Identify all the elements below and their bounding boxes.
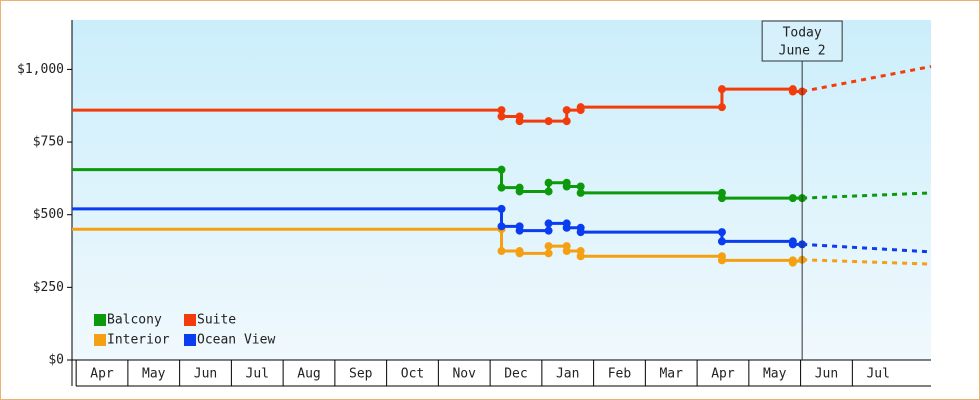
- y-tick-label: $500: [33, 207, 64, 222]
- legend-label: Interior: [107, 333, 170, 348]
- forecast-line: [802, 258, 932, 266]
- x-tick-label: Mar: [659, 367, 683, 382]
- x-tick-label: Jun: [815, 367, 838, 382]
- data-point: [497, 112, 506, 121]
- data-point: [544, 187, 553, 196]
- data-point: [717, 256, 726, 265]
- y-tick-label: $1,000: [17, 62, 64, 77]
- data-point: [576, 252, 585, 261]
- data-point: [576, 188, 585, 197]
- y-tick-label: $750: [33, 135, 64, 150]
- data-point: [515, 226, 524, 235]
- today-box: [761, 20, 843, 62]
- x-tick-label: Jan: [556, 367, 579, 382]
- data-point: [497, 165, 506, 174]
- data-point: [576, 182, 585, 191]
- data-point: [788, 258, 797, 267]
- data-point: [544, 249, 553, 258]
- today-label: Today: [783, 26, 822, 41]
- legend-label: Ocean View: [197, 333, 275, 348]
- data-point: [497, 222, 506, 231]
- x-tick-label: Oct: [401, 367, 424, 382]
- data-point: [544, 117, 553, 126]
- data-point: [562, 223, 571, 232]
- x-tick-label: Jul: [246, 367, 269, 382]
- data-point: [497, 106, 506, 115]
- legend-label: Balcony: [107, 313, 162, 328]
- data-point: [544, 242, 553, 251]
- today-label: June 2: [779, 44, 826, 59]
- x-tick-label: Dec: [504, 367, 527, 382]
- legend-swatch: [94, 334, 106, 346]
- x-tick-label: Apr: [711, 367, 735, 382]
- data-point: [497, 204, 506, 213]
- data-point: [576, 228, 585, 237]
- data-point: [717, 237, 726, 246]
- legend-swatch: [184, 334, 196, 346]
- data-point: [788, 240, 797, 249]
- data-point: [788, 194, 797, 203]
- x-tick-label: Aug: [297, 367, 320, 382]
- forecast-line: [802, 191, 932, 200]
- x-tick-label: Feb: [608, 367, 632, 382]
- x-tick-label: May: [763, 367, 787, 382]
- data-point: [576, 103, 585, 112]
- forecast-line: [801, 65, 932, 93]
- data-point: [544, 219, 553, 228]
- data-point: [717, 85, 726, 94]
- legend-label: Suite: [197, 313, 236, 328]
- data-point: [544, 178, 553, 187]
- y-tick-label: $250: [33, 280, 64, 295]
- data-point: [562, 182, 571, 191]
- data-point: [497, 183, 506, 192]
- x-tick-label: May: [142, 367, 166, 382]
- data-point: [562, 106, 571, 115]
- x-tick-label: Jul: [866, 367, 889, 382]
- data-point: [717, 194, 726, 203]
- legend-swatch: [94, 314, 106, 326]
- data-point: [717, 228, 726, 237]
- x-tick-label: Apr: [90, 367, 114, 382]
- data-point: [788, 87, 797, 96]
- data-point: [562, 247, 571, 256]
- data-point: [515, 249, 524, 258]
- data-point: [717, 103, 726, 112]
- data-point: [562, 117, 571, 126]
- x-tick-label: Nov: [452, 367, 476, 382]
- data-point: [515, 117, 524, 126]
- x-tick-label: Sep: [349, 367, 373, 382]
- data-point: [515, 187, 524, 196]
- forecast-line: [802, 242, 932, 254]
- data-point: [497, 247, 506, 256]
- data-point: [544, 226, 553, 235]
- legend-swatch: [184, 314, 196, 326]
- x-tick-label: Jun: [194, 367, 217, 382]
- y-tick-label: $0: [48, 353, 64, 368]
